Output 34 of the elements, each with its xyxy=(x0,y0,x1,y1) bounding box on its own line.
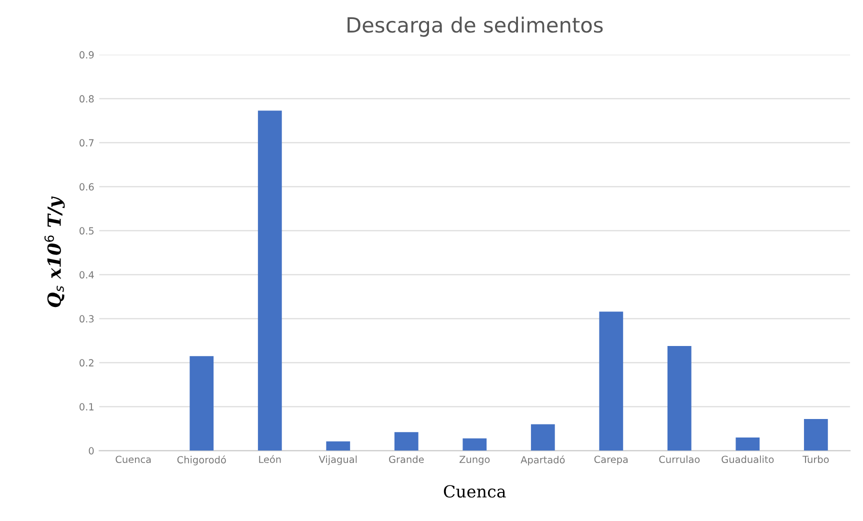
y-axis-title: Q$_{s}$ x10$^{6}$ T/y xyxy=(44,196,65,308)
x-tick-label: Vijagual xyxy=(318,456,357,465)
y-tick-label: 0.3 xyxy=(80,315,94,323)
chart-title: Descarga de sedimentos xyxy=(348,16,603,37)
y-tick-label: 0.8 xyxy=(80,95,94,103)
bar xyxy=(394,432,418,451)
x-tick-label: Cuenca xyxy=(116,456,151,464)
x-tick-label: Chigorodó xyxy=(177,456,226,466)
x-tick-label: Zungo xyxy=(460,456,490,465)
x-axis-title: Cuenca xyxy=(444,485,506,498)
y-tick-label: 0.6 xyxy=(80,183,94,191)
y-tick-label: 0.2 xyxy=(80,359,94,367)
x-tick-label: León xyxy=(259,455,281,464)
x-tick-label: Turbo xyxy=(802,456,829,464)
bar xyxy=(258,110,282,451)
bar xyxy=(462,438,487,451)
bar xyxy=(190,356,214,451)
bar xyxy=(804,418,828,451)
x-tick-label: Currulao xyxy=(659,456,700,464)
y-tick-label: 0.1 xyxy=(80,403,94,410)
x-tick-label: Guadualito xyxy=(722,456,774,464)
bar xyxy=(326,441,350,451)
bar xyxy=(599,312,624,451)
y-tick-label: 0.9 xyxy=(80,51,94,59)
bar xyxy=(736,437,760,451)
x-tick-label: Grande xyxy=(389,456,424,464)
y-tick-label: 0.7 xyxy=(80,139,94,147)
y-tick-label: 0 xyxy=(88,447,94,454)
bar xyxy=(530,424,555,451)
y-tick-label: 0.5 xyxy=(80,227,94,235)
x-tick-label: Carepa xyxy=(594,456,628,465)
y-tick-label: 0.4 xyxy=(80,271,94,279)
bar xyxy=(667,346,692,451)
x-tick-label: Apartadó xyxy=(520,456,565,466)
